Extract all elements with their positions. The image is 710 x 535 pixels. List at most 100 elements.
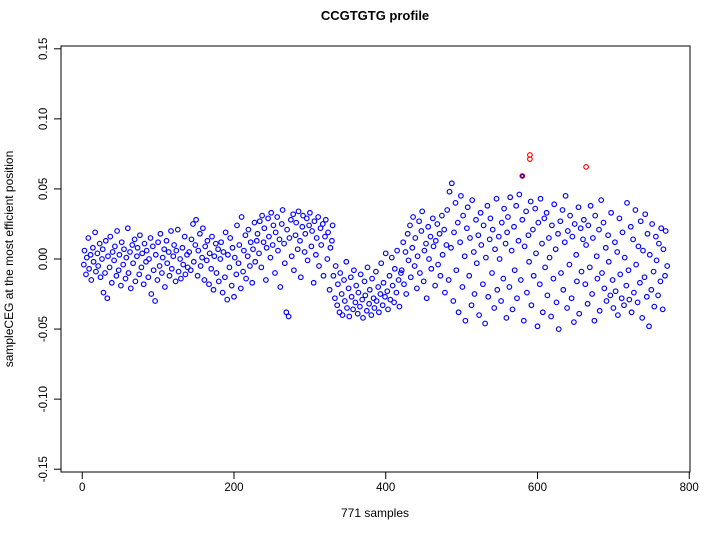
samples-point (442, 289, 448, 296)
samples-point (195, 247, 202, 254)
samples-point (294, 246, 301, 253)
samples-point (425, 223, 432, 230)
samples-point (461, 253, 468, 260)
samples-point (575, 204, 582, 211)
samples-point (306, 222, 312, 229)
samples-point (122, 275, 129, 282)
samples-point (402, 249, 409, 255)
samples-point (546, 254, 553, 261)
samples-point (501, 205, 507, 212)
samples-point (324, 256, 331, 262)
samples-point (350, 306, 356, 313)
overlapped-outlier-point (519, 173, 526, 179)
samples-point (534, 323, 541, 330)
samples-point (426, 256, 432, 262)
samples-point (382, 250, 389, 257)
samples-point (150, 267, 157, 274)
samples-point (464, 225, 470, 232)
samples-point (608, 209, 614, 216)
samples-point (322, 216, 329, 223)
samples-point (235, 260, 242, 267)
x-tick-label: 800 (680, 482, 699, 494)
samples-point (267, 254, 274, 261)
samples-point (423, 295, 430, 302)
samples-point (568, 295, 575, 302)
samples-point (112, 243, 118, 250)
x-axis: 0 200 400 600 800 (79, 472, 699, 494)
samples-point (288, 253, 295, 260)
samples-point (131, 236, 138, 243)
samples-point (633, 261, 639, 268)
samples-point (409, 244, 416, 251)
samples-point (521, 243, 528, 250)
samples-point (625, 267, 632, 274)
y-tick-label: -0.05 (38, 316, 50, 342)
samples-point (127, 249, 133, 255)
samples-point (186, 249, 193, 255)
samples-point (236, 242, 243, 248)
samples-point (459, 284, 466, 290)
samples-point (228, 282, 235, 289)
samples-point (566, 261, 573, 268)
samples-point (382, 293, 388, 300)
samples-point (338, 291, 345, 297)
y-tick-label: 0.00 (38, 248, 50, 270)
samples-point (100, 289, 107, 296)
samples-point (88, 277, 95, 283)
samples-point (520, 317, 527, 324)
samples-point (617, 271, 624, 278)
samples-point (571, 319, 577, 325)
samples-point (322, 233, 328, 240)
samples-point (272, 229, 279, 236)
samples-point (571, 221, 578, 227)
samples-point (108, 279, 115, 286)
samples-point (102, 237, 109, 244)
x-tick-label: 0 (79, 482, 85, 494)
samples-point (580, 236, 586, 243)
samples-point (460, 212, 466, 219)
samples-point (361, 278, 368, 285)
samples-point (226, 264, 233, 271)
samples-point (368, 312, 375, 318)
samples-point (245, 226, 252, 233)
samples-point (137, 232, 143, 239)
samples-point (398, 270, 404, 276)
samples-point (503, 315, 510, 321)
samples-point (258, 264, 265, 271)
samples-point (208, 265, 215, 272)
samples-point (418, 228, 425, 234)
samples-point (212, 240, 219, 247)
samples-point (589, 291, 595, 297)
samples-point (332, 263, 339, 269)
samples-point (211, 253, 218, 260)
samples-point (607, 292, 614, 299)
samples-point (662, 228, 669, 234)
samples-point (184, 264, 191, 271)
samples-point (656, 240, 662, 247)
samples-point (600, 219, 607, 226)
samples-point (439, 251, 446, 258)
samples-point (662, 272, 668, 279)
samples-point (539, 240, 545, 247)
samples-point (562, 193, 569, 199)
samples-point (659, 306, 666, 313)
samples-point (326, 286, 333, 293)
samples-point (564, 305, 570, 311)
samples-point (175, 268, 182, 275)
samples-point (344, 305, 350, 311)
samples-point (618, 295, 625, 302)
y-tick-label: 0.10 (38, 108, 50, 130)
samples-point (578, 268, 585, 275)
samples-point (351, 267, 357, 274)
samples-point (197, 230, 203, 237)
samples-point (398, 267, 405, 274)
samples-point (92, 229, 98, 236)
samples-point (504, 229, 510, 236)
y-tick-label: -0.15 (38, 456, 50, 482)
samples-point (371, 305, 378, 311)
samples-point (580, 216, 587, 223)
samples-point (327, 244, 334, 251)
samples-point (602, 244, 609, 251)
samples-point (152, 298, 158, 304)
samples-point (124, 225, 131, 232)
